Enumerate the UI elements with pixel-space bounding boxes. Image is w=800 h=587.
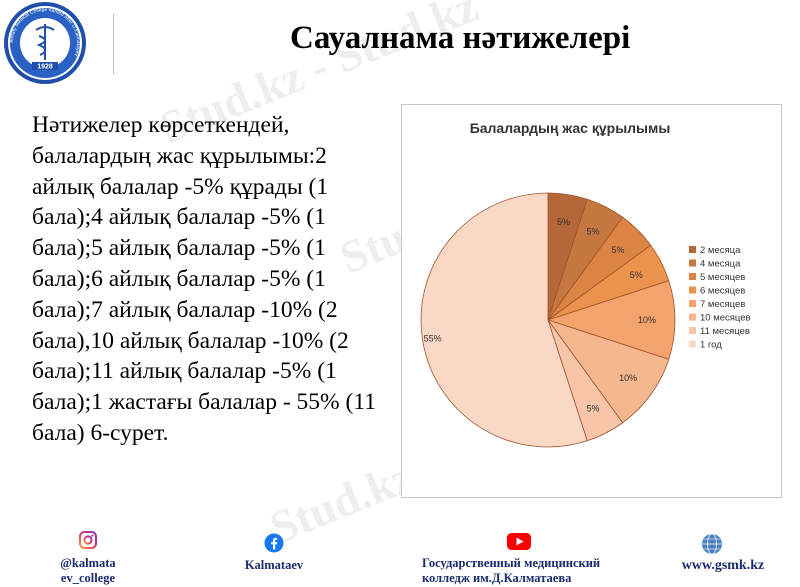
pie-slice xyxy=(420,192,588,448)
slide-title: Сауалнама нәтижелері xyxy=(290,20,631,56)
facebook-link[interactable]: Kalmataev xyxy=(232,558,316,573)
slice-label: 10% xyxy=(638,315,656,325)
legend-label: 4 месяца xyxy=(700,259,741,270)
legend-label: 2 месяца xyxy=(700,245,741,256)
pie-slice xyxy=(546,280,676,360)
legend-label: 11 месяцев xyxy=(700,326,750,337)
legend-swatch xyxy=(689,259,696,267)
pie-chart: Балалардың жас құрылымы 5% 5% 5% 5% 10% 10% 5%… xyxy=(420,120,751,448)
slice-label: 5% xyxy=(586,227,599,237)
youtube-line2: колледж им.Д.Калматаева xyxy=(422,571,572,585)
logo-year: 1928 xyxy=(37,64,53,71)
results-text: Нәтижелер көрсеткендей, балалардың жас қ… xyxy=(32,112,376,446)
caduceus-emblem xyxy=(35,24,55,60)
instagram-handle-line1: @kalmata xyxy=(60,556,116,570)
legend-swatch xyxy=(689,273,696,280)
college-logo: Almaty Medical College named after D.Kal… xyxy=(4,2,86,84)
legend-label: 10 месяцев xyxy=(700,313,751,324)
legend-label: 1 год xyxy=(700,340,722,351)
pie-slice xyxy=(546,319,670,424)
instagram-handle-line2: ev_college xyxy=(60,571,116,585)
legend-swatch xyxy=(689,300,696,307)
legend-swatch xyxy=(689,340,696,348)
slice-label: 55% xyxy=(424,333,442,343)
legend-swatch xyxy=(689,327,696,334)
website-label: www.gsmk.kz xyxy=(681,558,765,573)
legend-swatch xyxy=(689,246,696,253)
slice-label: 5% xyxy=(630,270,643,280)
facebook-label: Kalmataev xyxy=(244,558,304,572)
instagram-icon[interactable] xyxy=(79,531,97,549)
header-divider xyxy=(113,14,114,74)
slice-label: 5% xyxy=(612,245,625,255)
legend-label: 5 месяцев xyxy=(700,272,745,283)
legend-swatch xyxy=(689,286,696,294)
legend-label: 6 месяцев xyxy=(700,286,745,297)
legend-swatch xyxy=(689,313,696,321)
youtube-line1: Государственный медицинский xyxy=(422,556,601,570)
instagram-link[interactable]: @kalmata ev_college xyxy=(50,556,126,586)
globe-icon[interactable] xyxy=(701,533,723,555)
age-structure-chart: Балалардың жас құрылымы 5% 5% 5% 5% 10% 10% 5%… xyxy=(401,104,782,498)
slice-label: 10% xyxy=(619,373,637,383)
facebook-icon[interactable] xyxy=(264,533,284,553)
youtube-link[interactable]: Государственный медицинский колледж им.Д… xyxy=(422,556,618,586)
slice-label: 5% xyxy=(557,217,570,227)
legend-label: 7 месяцев xyxy=(700,299,745,310)
chart-title: Балалардың жас құрылымы xyxy=(470,120,671,136)
website-link[interactable]: www.gsmk.kz xyxy=(668,558,778,573)
youtube-icon[interactable] xyxy=(507,533,531,550)
slice-label: 5% xyxy=(586,403,599,413)
